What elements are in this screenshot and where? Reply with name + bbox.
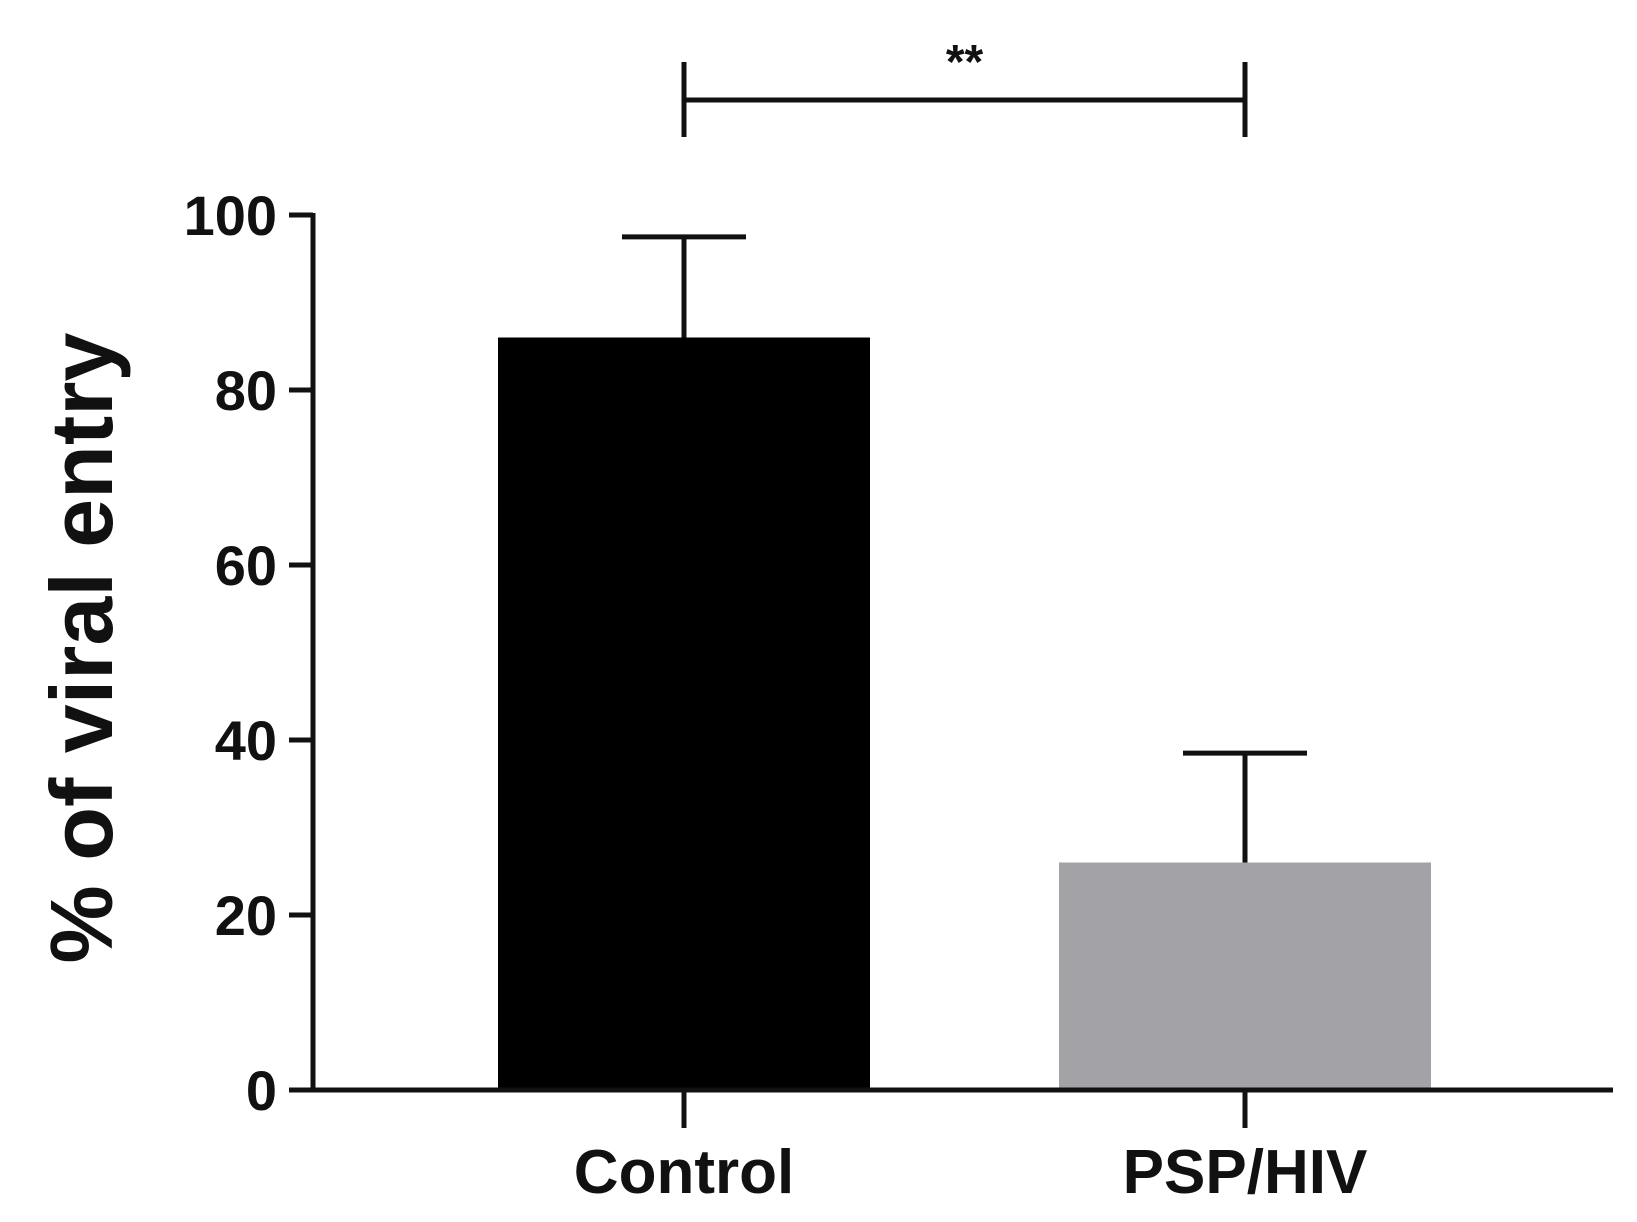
bars-layer xyxy=(498,337,1431,1090)
y-tick-label: 20 xyxy=(215,884,277,947)
bar-psp-hiv xyxy=(1059,862,1431,1090)
y-tick-label: 40 xyxy=(215,709,277,772)
x-tick-label: Control xyxy=(574,1138,794,1207)
y-tick-label: 0 xyxy=(246,1059,277,1122)
bar-control xyxy=(498,337,870,1090)
y-tick-label: 80 xyxy=(215,359,277,422)
x-tick-label: PSP/HIV xyxy=(1123,1138,1368,1207)
y-axis-label: % of viral entry xyxy=(32,333,131,964)
x-ticks-layer: Control PSP/HIV xyxy=(574,1090,1368,1207)
axes-layer xyxy=(310,213,1613,1093)
y-tick-label: 100 xyxy=(184,184,277,247)
y-ticks-layer: 0 20 40 60 80 100 xyxy=(184,184,313,1122)
error-bars-layer xyxy=(622,234,1307,863)
significance-label: ** xyxy=(946,36,984,89)
significance-bracket: ** xyxy=(681,36,1248,137)
y-tick-label: 60 xyxy=(215,534,277,597)
